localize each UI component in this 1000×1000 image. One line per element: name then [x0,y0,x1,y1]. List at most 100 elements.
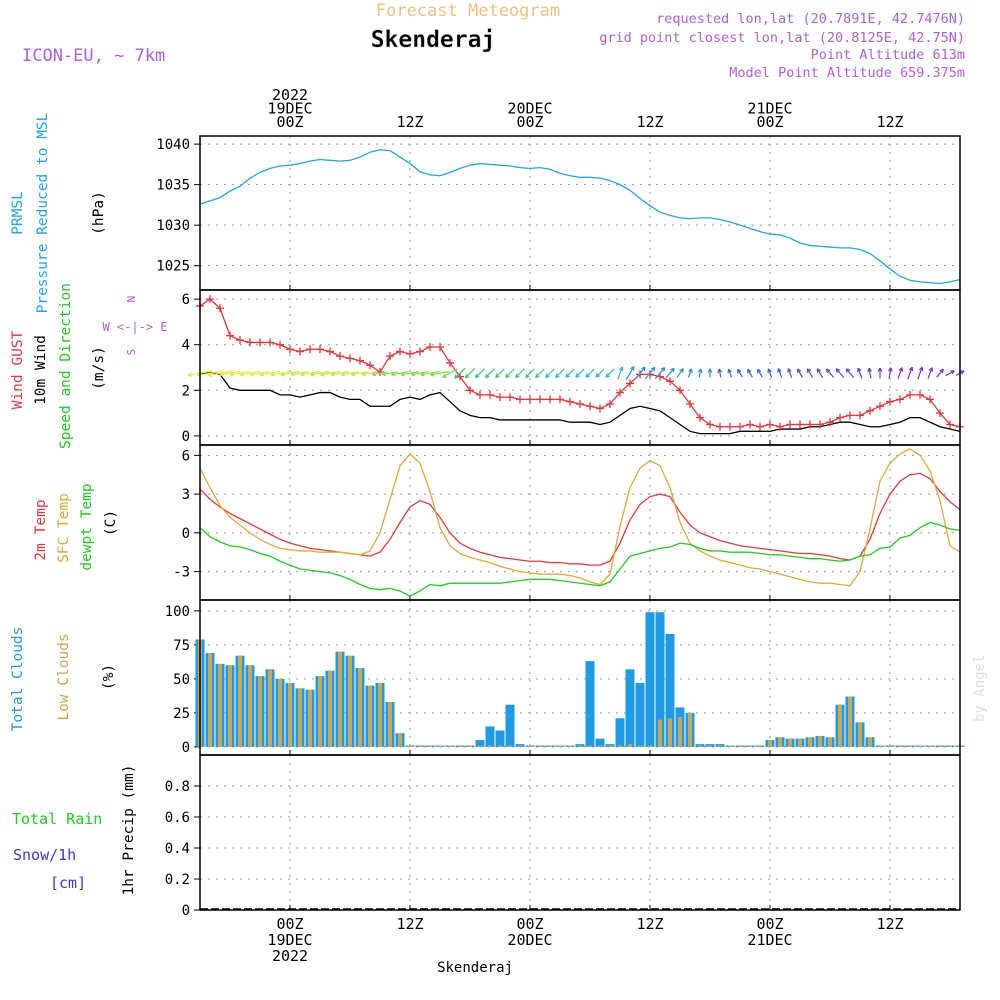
ylabel-10m-wind: 10m Wind [33,335,49,405]
top-time-label: 12Z [876,113,903,131]
gust-line-marker [556,395,564,404]
wind-arrow-head [300,371,305,377]
compass-s: S [125,349,138,356]
y-tick-label: 25 [173,706,190,722]
gust-line-marker [926,395,934,404]
wind-arrow-head [737,368,742,374]
total-cloud-bar [645,612,655,747]
y-tick-label: 1035 [156,178,190,194]
ylabel-ms: (m/s) [91,346,107,390]
wind-arrow [420,370,440,376]
gust-line-marker [236,336,244,345]
wind-arrow [515,368,525,378]
gust-line-marker [306,345,314,354]
gust-line-marker [856,411,864,420]
low-cloud-bar [588,745,592,747]
y-tick-label: 2 [182,383,190,399]
low-cloud-bar [488,745,492,747]
wind-arrow-head [390,371,396,377]
gust-line-marker [776,422,784,431]
y-tick-label: 0 [182,429,190,445]
sfc-temp-line [199,448,961,587]
ylabel-gust: Wind GUST [10,330,26,409]
wind-arrow-head [350,371,356,377]
wind-arrow-head [525,373,530,379]
gust-line-marker [516,395,524,404]
wind-arrow [777,368,783,379]
wind-arrow [330,371,350,376]
gust-line-marker [546,395,554,404]
gust-line-marker [326,347,334,356]
y-tick-label: -3 [173,565,190,581]
wind-arrow [665,367,675,379]
low-cloud-bar [228,665,232,747]
gust-line-marker [476,390,484,399]
low-cloud-bar [668,718,672,747]
wind-arrow-head [207,372,213,378]
total-cloud-bar [655,612,665,747]
gust-line-marker [526,395,534,404]
gust-line-marker [746,420,754,429]
wind-arrow-head [939,368,944,374]
low-cloud-bar [538,745,542,747]
wind-arrow [240,370,260,376]
gust-line-marker [506,393,514,402]
low-cloud-bar [598,745,602,747]
wind-arrow-head [320,371,325,377]
gust-line-marker [906,390,914,399]
label-cm: [cm] [50,874,86,892]
gust-line-marker [696,413,704,422]
gust-line-marker [266,338,274,347]
wind-arrow-head [757,368,762,374]
wind-arrow [555,368,565,378]
panel-temperature: -3 0 3 6 [173,444,961,601]
wind-arrow [897,367,903,379]
gust-line-marker [466,386,474,395]
low-cloud-bar [308,689,312,747]
low-cloud-bar [368,685,372,747]
wind-arrow [464,368,476,379]
wind-arrow-head [630,366,635,371]
wind-arrow-head [928,367,934,372]
wind-arrow-head [641,366,646,372]
wind-arrow [219,370,241,376]
bottom-time-label: 12Z [396,915,423,933]
top-time-label: 12Z [396,113,423,131]
wind-arrow-head [535,373,540,379]
gust-line-marker [836,413,844,422]
low-cloud-bar [708,745,712,747]
low-cloud-bar [558,745,562,747]
wind-arrow-head [340,371,346,377]
wind-arrow-head [816,368,822,373]
y-tick-label: 0.6 [165,810,190,826]
low-cloud-bar [478,745,482,747]
panel-pressure: 1025 1030 1035 1040 [156,135,961,291]
low-cloud-bar [788,738,792,747]
gust-line-marker [706,420,714,429]
credit-watermark: by Angel [972,655,988,722]
wind-arrow [382,371,398,376]
wind-arrow-head [515,373,520,379]
wind-arrow-head [400,371,406,377]
wind-arrow-head [484,373,490,379]
requested-coords: requested lon,lat (20.7891E, 42.7476N) [656,11,965,27]
wind-arrow [625,366,635,381]
low-cloud-bar [658,719,662,747]
low-cloud-bar [628,744,632,747]
panel-frame [199,754,961,911]
ylabel-2m-temp: 2m Temp [33,499,49,560]
low-cloud-bar [378,682,382,747]
low-cloud-bar [688,712,692,747]
gust-line-marker [566,397,574,406]
wind-arrow-head [410,371,416,377]
gust-line-marker [936,409,944,418]
gust-line-marker [586,402,594,411]
gust-line-marker [426,342,434,351]
gust-line-marker [276,340,284,349]
gust-line-marker [206,295,214,304]
low-cloud-bar [208,653,212,747]
wind-arrow-head [618,366,624,371]
wind-arrow [787,368,793,379]
gust-line-marker [396,347,404,356]
wind-arrow [341,371,359,376]
